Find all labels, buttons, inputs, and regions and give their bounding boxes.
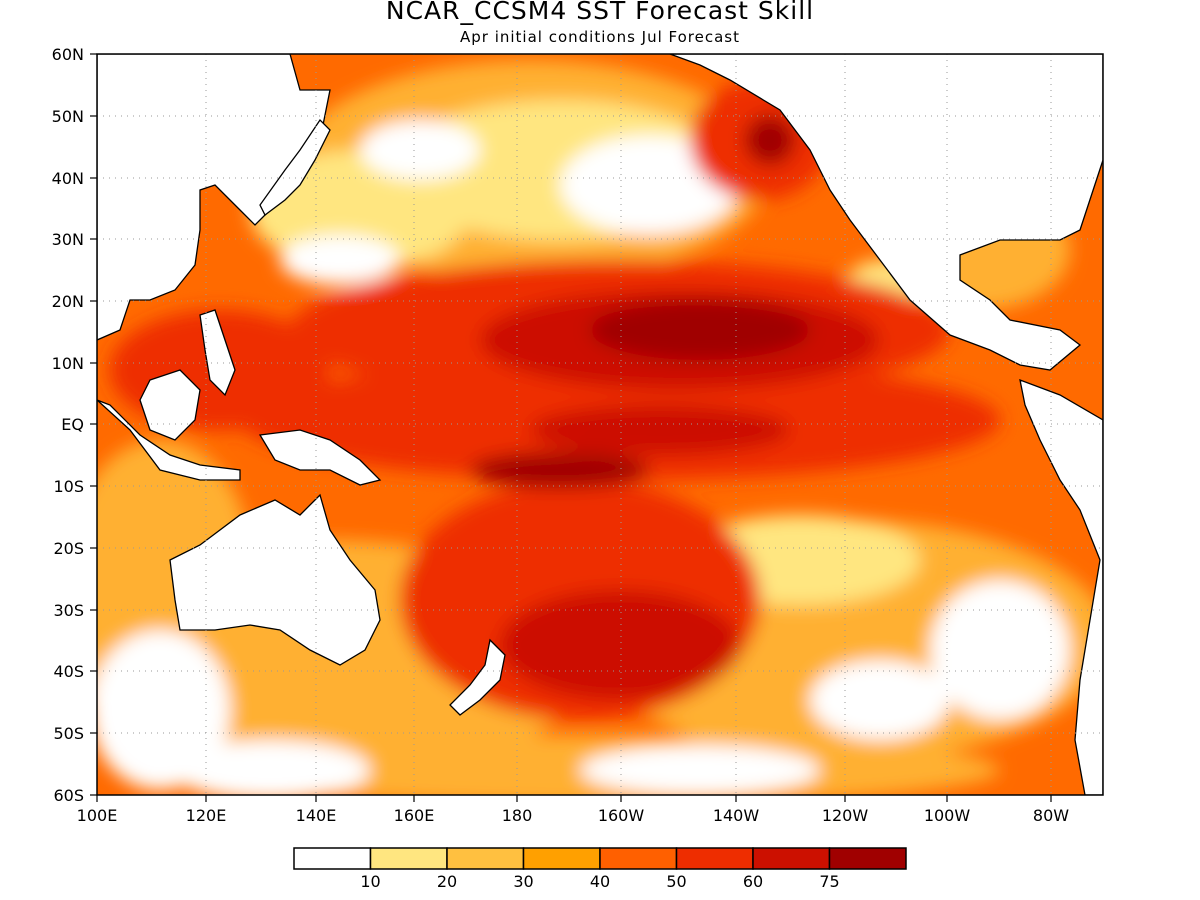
legend-swatch bbox=[522, 847, 601, 870]
new-zealand-landmass bbox=[449, 638, 506, 716]
lat-label: 40S bbox=[53, 662, 84, 681]
legend-swatch bbox=[675, 847, 754, 870]
lon-label: 140E bbox=[296, 806, 337, 825]
lon-label: 140W bbox=[713, 806, 760, 825]
lon-label: 120W bbox=[822, 806, 869, 825]
lon-axis: 100E 120E 140E 160E 180 160W 140W 120W 1… bbox=[77, 795, 1069, 825]
color-legend: 10 20 30 40 50 60 75 bbox=[293, 847, 907, 891]
sumatra-java-landmass bbox=[97, 399, 241, 481]
lat-label: 60S bbox=[53, 786, 84, 805]
lat-label: EQ bbox=[61, 415, 84, 434]
lat-label: 30N bbox=[52, 230, 84, 249]
legend-label: 50 bbox=[666, 872, 686, 891]
legend-swatch bbox=[446, 847, 525, 870]
chart-title: NCAR_CCSM4 SST Forecast Skill bbox=[385, 0, 815, 25]
lat-label: 20S bbox=[53, 539, 84, 558]
legend-swatch bbox=[369, 847, 448, 870]
north-america-landmass bbox=[669, 54, 1103, 371]
legend-label: 30 bbox=[513, 872, 533, 891]
philippines-landmass bbox=[199, 309, 236, 397]
lat-label: 40N bbox=[52, 169, 84, 188]
legend-label: 10 bbox=[360, 872, 380, 891]
lon-label: 100W bbox=[924, 806, 971, 825]
lat-label: 20N bbox=[52, 292, 84, 311]
chart-subtitle: Apr initial conditions Jul Forecast bbox=[459, 28, 740, 46]
lat-label: 60N bbox=[52, 45, 84, 64]
legend-swatch bbox=[293, 847, 372, 870]
legend-label: 75 bbox=[819, 872, 839, 891]
skill-contours bbox=[97, 60, 1103, 795]
lat-label: 50S bbox=[53, 724, 84, 743]
asia-landmass bbox=[97, 54, 331, 341]
legend-swatch bbox=[599, 847, 678, 870]
lon-label: 100E bbox=[77, 806, 118, 825]
lon-label: 160W bbox=[598, 806, 645, 825]
legend-label: 40 bbox=[590, 872, 610, 891]
south-america-landmass bbox=[1019, 378, 1103, 795]
legend-swatch bbox=[752, 847, 831, 870]
lat-label: 50N bbox=[52, 107, 84, 126]
legend-label: 60 bbox=[743, 872, 763, 891]
lon-label: 160E bbox=[394, 806, 435, 825]
borneo-landmass bbox=[139, 369, 201, 441]
legend-swatch bbox=[828, 847, 907, 870]
skill-field bbox=[97, 54, 1103, 795]
continents bbox=[97, 54, 1103, 795]
lat-label: 10N bbox=[52, 354, 84, 373]
new-guinea-landmass bbox=[258, 429, 382, 486]
lon-label: 180 bbox=[502, 806, 533, 825]
australia-landmass bbox=[169, 493, 381, 666]
japan-landmass bbox=[259, 118, 331, 216]
lat-axis: 60N 50N 40N 30N 20N 10N EQ 10S 20S 30S 4… bbox=[52, 45, 97, 805]
lat-label: 30S bbox=[53, 601, 84, 620]
legend-label: 20 bbox=[437, 872, 457, 891]
lat-label: 10S bbox=[53, 477, 84, 496]
lon-label: 80W bbox=[1033, 806, 1069, 825]
lon-label: 120E bbox=[186, 806, 227, 825]
